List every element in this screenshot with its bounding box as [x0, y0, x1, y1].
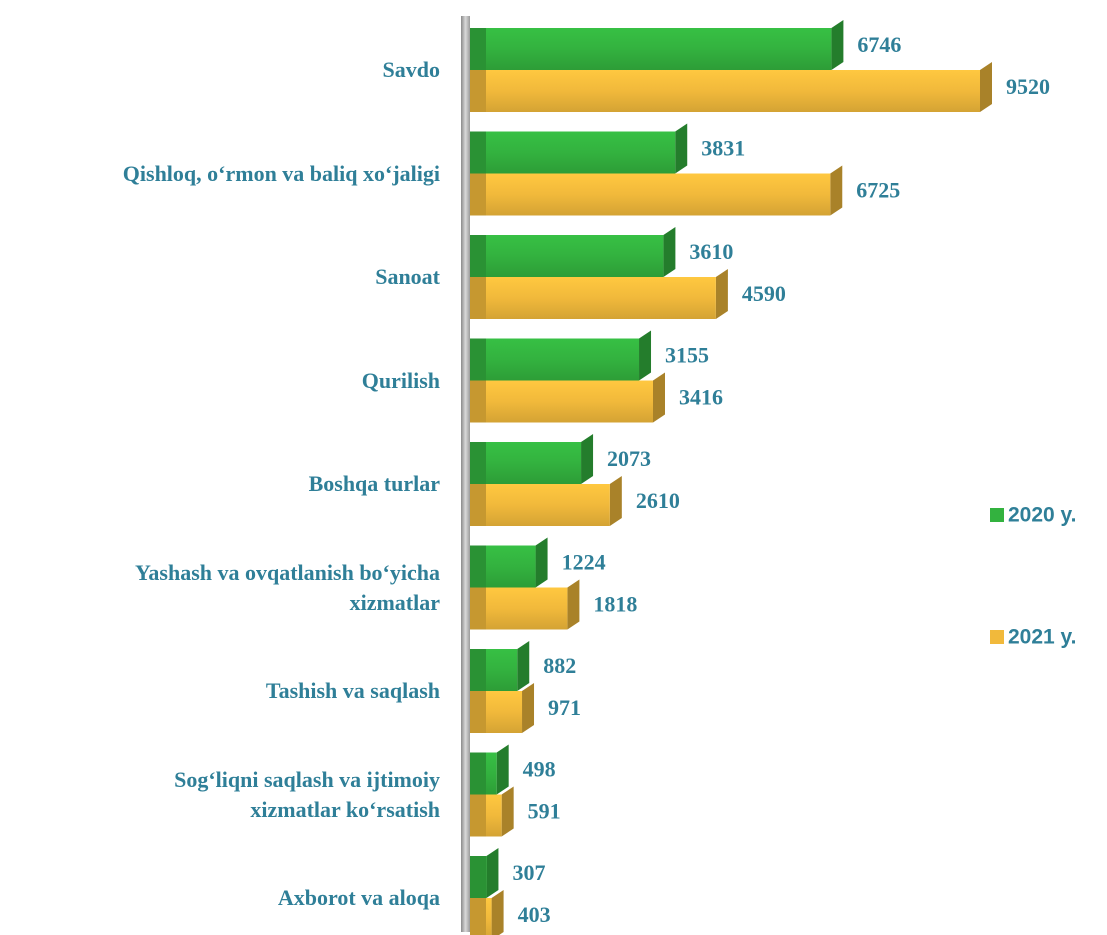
value-label: 4590 [742, 281, 786, 306]
category-label: Qurilish [361, 367, 440, 393]
legend-swatch [990, 630, 1004, 644]
bar-side [639, 330, 652, 381]
bar-edge [470, 442, 486, 484]
value-label: 1818 [593, 592, 637, 617]
value-label: 307 [512, 860, 545, 885]
bar [470, 587, 568, 630]
bar-side [831, 20, 844, 70]
bar-edge [470, 380, 486, 423]
bar-edge [470, 752, 486, 795]
bar-side [522, 683, 535, 733]
bar-edge [470, 235, 486, 277]
bar-edge [470, 484, 486, 526]
legend-label: 2020 y. [1008, 504, 1077, 527]
bar [470, 380, 653, 423]
value-label: 3155 [665, 343, 709, 368]
legend-label: 2021 y. [1008, 626, 1077, 649]
bar-side [491, 890, 504, 935]
bar-side [715, 269, 728, 319]
category-label: Qishloq, o‘rmon va baliq xo‘jaligi [122, 160, 440, 186]
bar-side [486, 848, 499, 898]
value-label: 2610 [636, 488, 680, 513]
bar [470, 173, 831, 216]
category-label: Boshqa turlar [308, 471, 440, 496]
bar [470, 338, 640, 381]
bar-side [675, 123, 688, 174]
bar-edge [470, 338, 486, 381]
value-label: 3416 [679, 385, 723, 410]
value-label: 9520 [1006, 74, 1050, 99]
category-label: Savdo [382, 57, 440, 82]
bar-edge [470, 794, 486, 837]
bar-side [663, 227, 676, 277]
bar-side [581, 434, 594, 484]
value-label: 498 [523, 757, 556, 782]
value-label: 403 [518, 902, 551, 927]
category-label: Sog‘liqni saqlash va ijtimoiy xizmatlar … [174, 766, 440, 822]
value-label: 6725 [856, 178, 900, 203]
bar-edge [470, 277, 486, 319]
axis-wall [461, 16, 470, 932]
bar-edge [470, 28, 486, 70]
bar-side [830, 165, 843, 216]
bar-edge [470, 856, 486, 898]
value-label: 2073 [607, 446, 651, 471]
value-label: 882 [543, 653, 576, 678]
bar-side [496, 744, 509, 795]
bar-edge [470, 649, 486, 691]
bar [470, 277, 716, 319]
bar [470, 131, 676, 174]
legend-swatch [990, 508, 1004, 522]
bar [470, 70, 980, 112]
category-label: Yashash va ovqatlanish bo‘yicha xizmatla… [134, 559, 440, 615]
value-label: 1224 [562, 550, 606, 575]
bar-side [980, 62, 992, 112]
value-label: 3831 [701, 136, 745, 161]
bar [470, 28, 832, 70]
bar-edge [470, 70, 486, 112]
bar-edge [470, 587, 486, 630]
value-label: 971 [548, 695, 581, 720]
bar-edge [470, 691, 486, 733]
category-label: Axborot va aloqa [277, 885, 440, 910]
bar-edge [470, 131, 486, 174]
bar-side [567, 579, 580, 630]
value-label: 591 [528, 799, 561, 824]
bar-side [501, 786, 514, 837]
value-label: 3610 [689, 239, 733, 264]
bar-edge [470, 173, 486, 216]
bar [470, 235, 664, 277]
bar-side [609, 476, 622, 526]
bar-side [517, 641, 530, 691]
bar-side [535, 537, 548, 588]
bar-edge [470, 545, 486, 588]
bar-edge [470, 898, 486, 935]
value-label: 6746 [857, 32, 901, 57]
bar [470, 442, 582, 484]
category-label: Tashish va saqlash [265, 678, 440, 703]
category-label: Sanoat [375, 264, 440, 289]
bar-side [653, 372, 665, 423]
bar [470, 484, 610, 526]
